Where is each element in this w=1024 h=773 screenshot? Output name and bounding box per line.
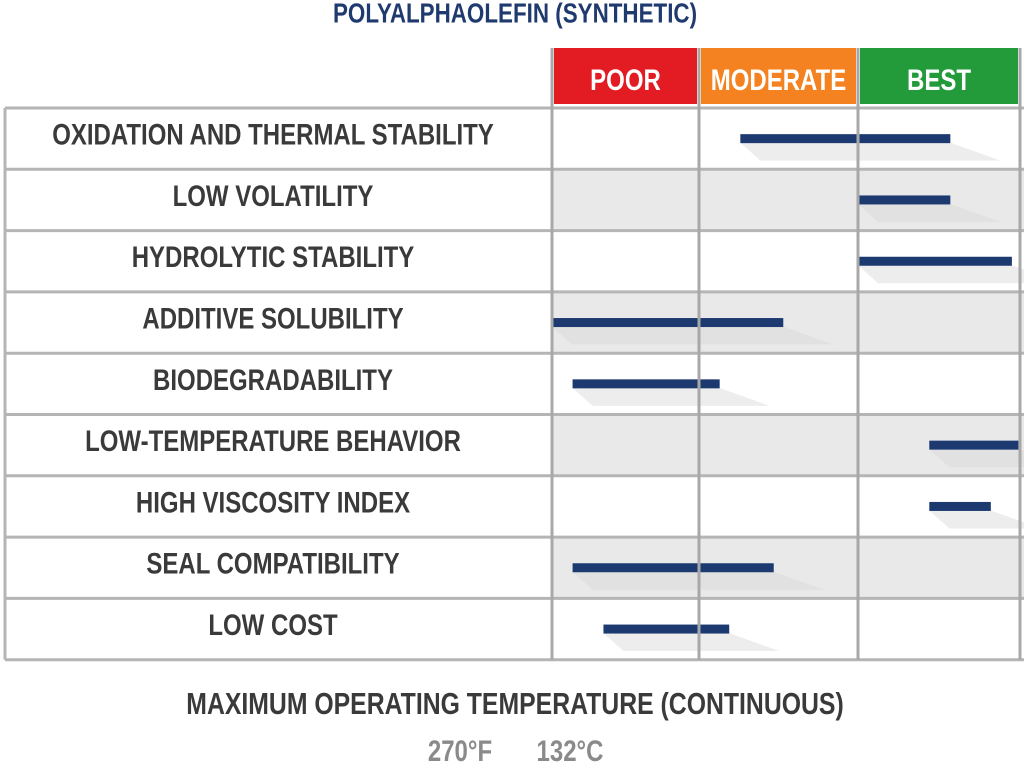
range-bar [929, 501, 991, 511]
row-label: HIGH VISCOSITY INDEX [136, 485, 410, 519]
range-bar [740, 134, 951, 144]
row-label-group: OXIDATION AND THERMAL STABILITY [52, 117, 494, 151]
row-label-group: LOW-TEMPERATURE BEHAVIOR [85, 423, 461, 457]
bar-shadow [603, 633, 780, 652]
band-label-group: POOR [590, 62, 661, 96]
row-label-group: HYDROLYTIC STABILITY [132, 240, 415, 274]
band-label: MODERATE [711, 62, 847, 96]
row-label-group: ADDITIVE SOLUBILITY [142, 301, 403, 335]
row-label-group: BIODEGRADABILITY [153, 362, 393, 396]
bar-shadow [740, 142, 1001, 161]
row-label-group: HIGH VISCOSITY INDEX [136, 485, 410, 519]
footer-title: MAXIMUM OPERATING TEMPERATURE (CONTINUOU… [186, 687, 843, 721]
range-bar [552, 318, 784, 328]
row-label: LOW COST [208, 607, 338, 641]
band-label: BEST [907, 62, 971, 96]
range-bar [929, 440, 1019, 450]
range-bar [858, 195, 951, 205]
footer-fahrenheit: 270°F [428, 733, 492, 767]
row-label: LOW VOLATILITY [173, 178, 374, 212]
footer-celsius: 132°C [537, 733, 604, 767]
band-label: POOR [590, 62, 661, 96]
bar-shadow [929, 510, 1024, 529]
band-header [701, 48, 856, 104]
bar-shadow [858, 203, 1001, 222]
range-bar [603, 624, 730, 634]
bar-shadow [858, 265, 1024, 284]
bar-shadow [552, 326, 834, 345]
row-label: SEAL COMPATIBILITY [146, 546, 399, 580]
footer-fahrenheit-group: 270°F [428, 733, 492, 767]
footer-celsius-group: 132°C [537, 733, 604, 767]
row-label: LOW-TEMPERATURE BEHAVIOR [85, 423, 461, 457]
bar-shadow [572, 387, 770, 406]
range-bar [572, 379, 720, 389]
chart-title-group: POLYALPHAOLEFIN (SYNTHETIC) [333, 0, 697, 29]
row-label-group: SEAL COMPATIBILITY [146, 546, 399, 580]
row-label: HYDROLYTIC STABILITY [132, 240, 415, 274]
bar-shadow [929, 449, 1024, 468]
range-bar [858, 256, 1012, 266]
range-bar [572, 563, 774, 573]
row-label-group: LOW VOLATILITY [173, 178, 374, 212]
band-label-group: MODERATE [711, 62, 847, 96]
band-header [554, 48, 697, 104]
chart-title: POLYALPHAOLEFIN (SYNTHETIC) [333, 0, 697, 29]
row-label: ADDITIVE SOLUBILITY [142, 301, 403, 335]
row-label: BIODEGRADABILITY [153, 362, 393, 396]
row-label: OXIDATION AND THERMAL STABILITY [52, 117, 494, 151]
band-label-group: BEST [907, 62, 971, 96]
row-label-group: LOW COST [208, 607, 338, 641]
footer-title-group: MAXIMUM OPERATING TEMPERATURE (CONTINUOU… [186, 687, 843, 721]
band-header [860, 48, 1018, 104]
